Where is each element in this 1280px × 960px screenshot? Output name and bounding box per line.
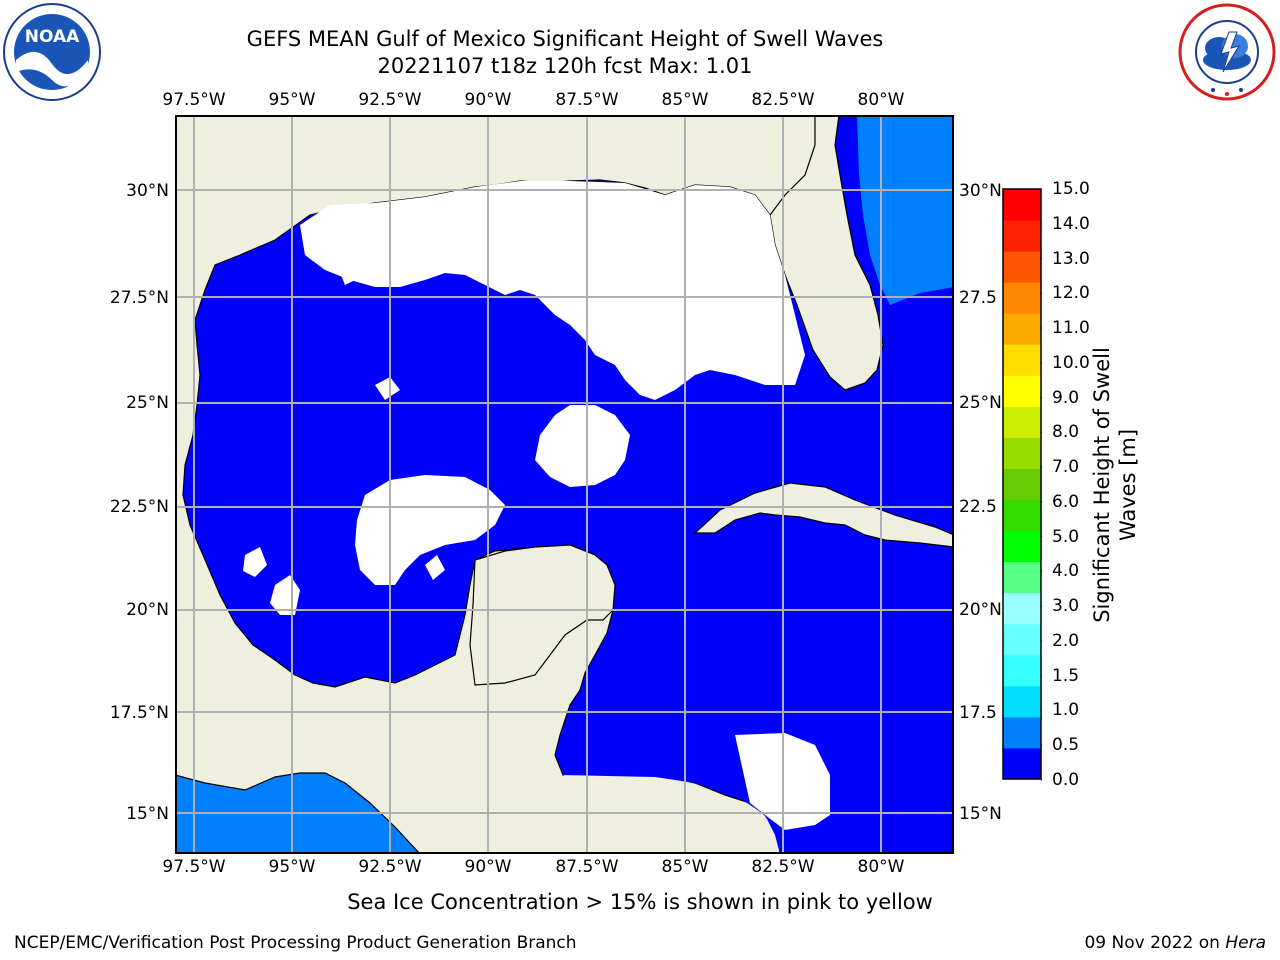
colorbar-label-line2: Waves [m] xyxy=(1116,428,1140,542)
lon-tick-bottom: 87.5°W xyxy=(555,857,619,877)
colorbar-tick-label: 11.0 xyxy=(1052,318,1090,339)
footer-date-text: 09 Nov 2022 on xyxy=(1084,933,1226,953)
map xyxy=(175,115,954,854)
colorbar-tick-label: 1.5 xyxy=(1052,665,1080,686)
lon-tick-bottom: 95°W xyxy=(268,857,316,877)
colorbar-segment xyxy=(1003,437,1041,469)
colorbar-segment xyxy=(1003,592,1041,625)
lat-tick-right: 20°N xyxy=(959,600,1002,620)
lon-tick-top: 80°W xyxy=(857,90,905,110)
colorbar-segment xyxy=(1003,406,1041,438)
yucatan-peninsula xyxy=(469,544,616,686)
colorbar-tick-label: 9.0 xyxy=(1052,387,1080,408)
chart-title: GEFS MEAN Gulf of Mexico Significant Hei… xyxy=(246,27,884,51)
nws-logo xyxy=(1177,2,1277,102)
lat-tick-left: 20°N xyxy=(126,600,169,620)
colorbar-tick-label: 13.0 xyxy=(1052,248,1090,269)
colorbar-segment xyxy=(1003,685,1041,718)
no-data-patches xyxy=(243,181,830,830)
sea-ice-note: Sea Ice Concentration > 15% is shown in … xyxy=(347,890,933,914)
lon-tick-bottom: 90°W xyxy=(464,857,512,877)
noaa-logo-text: NOAA xyxy=(25,27,80,47)
colorbar-segment xyxy=(1003,654,1041,687)
lon-tick-top: 95°W xyxy=(268,90,316,110)
footer-host: Hera xyxy=(1225,933,1266,953)
colorbar-tick-label: 5.0 xyxy=(1052,526,1080,547)
florida-peninsula xyxy=(769,115,884,391)
lon-tick-bottom: 85°W xyxy=(661,857,709,877)
lon-tick-top: 87.5°W xyxy=(555,90,619,110)
colorbar-segment xyxy=(1003,716,1041,749)
colorbar-segment xyxy=(1003,375,1041,407)
colorbar-segment xyxy=(1003,189,1041,221)
colorbar-segment xyxy=(1003,251,1041,283)
colorbar xyxy=(1002,188,1042,781)
colorbar-tick-label: 0.5 xyxy=(1052,735,1080,756)
colorbar-tick-label: 10.0 xyxy=(1052,352,1090,373)
colorbar-segment xyxy=(1003,623,1041,656)
lat-tick-right: 22.5 xyxy=(959,497,997,517)
footer-credit: NCEP/EMC/Verification Post Processing Pr… xyxy=(14,933,577,953)
colorbar-segment xyxy=(1003,561,1041,594)
colorbar-tick-label: 1.0 xyxy=(1052,700,1080,721)
lat-tick-left: 15°N xyxy=(126,804,169,824)
colorbar-segment xyxy=(1003,468,1041,501)
footer-date: 09 Nov 2022 on Hera xyxy=(1084,933,1266,953)
lon-tick-bottom: 97.5°W xyxy=(162,857,226,877)
colorbar-segment xyxy=(1003,499,1041,532)
lon-tick-bottom: 92.5°W xyxy=(358,857,422,877)
lat-tick-right: 30°N xyxy=(959,181,1002,201)
colorbar-tick-label: 8.0 xyxy=(1052,422,1080,443)
colorbar-segment xyxy=(1003,530,1041,563)
national-weather-service-logo-icon xyxy=(1178,3,1276,101)
colorbar-label-line1: Significant Height of Swell xyxy=(1090,347,1114,623)
lon-tick-top: 92.5°W xyxy=(358,90,422,110)
noaa-logo-icon: NOAA xyxy=(3,3,101,101)
lon-tick-top: 82.5°W xyxy=(751,90,815,110)
lon-tick-top: 97.5°W xyxy=(162,90,226,110)
lat-tick-left: 22.5°N xyxy=(109,497,169,517)
map-gridlines xyxy=(175,115,954,854)
noaa-logo: NOAA xyxy=(2,2,102,102)
lon-tick-top: 85°W xyxy=(661,90,709,110)
cuba-island xyxy=(693,482,954,548)
colorbar-tick-label: 2.0 xyxy=(1052,630,1080,651)
colorbar-tick-label: 4.0 xyxy=(1052,561,1080,582)
colorbar-frame xyxy=(1002,188,1042,780)
lon-tick-bottom: 82.5°W xyxy=(751,857,815,877)
colorbar-tick-label: 12.0 xyxy=(1052,283,1090,304)
lon-tick-top: 90°W xyxy=(464,90,512,110)
colorbar-segment xyxy=(1003,344,1041,376)
lat-tick-right: 25°N xyxy=(959,393,1002,413)
map-frame xyxy=(175,115,954,854)
lat-tick-left: 25°N xyxy=(126,393,169,413)
lat-tick-right: 27.5 xyxy=(959,288,997,308)
colorbar-tick-label: 3.0 xyxy=(1052,596,1080,617)
lat-tick-left: 27.5°N xyxy=(109,288,169,308)
colorbar-segment xyxy=(1003,747,1041,780)
lat-tick-right: 15°N xyxy=(959,804,1002,824)
colorbar-tick-label: 7.0 xyxy=(1052,457,1080,478)
lat-tick-right: 17.5 xyxy=(959,703,997,723)
lon-tick-bottom: 80°W xyxy=(857,857,905,877)
lat-tick-left: 17.5°N xyxy=(109,703,169,723)
chart-subtitle: 20221107 t18z 120h fcst Max: 1.01 xyxy=(377,54,753,78)
colorbar-segment xyxy=(1003,220,1041,252)
colorbar-tick-label: 15.0 xyxy=(1052,179,1090,199)
colorbar-segment xyxy=(1003,282,1041,314)
colorbar-tick-label: 0.0 xyxy=(1052,770,1080,790)
colorbar-tick-label: 6.0 xyxy=(1052,491,1080,512)
colorbar-segment xyxy=(1003,313,1041,345)
caribbean-sea xyxy=(563,525,954,854)
colorbar-tick-label: 14.0 xyxy=(1052,213,1090,234)
lat-tick-left: 30°N xyxy=(126,181,169,201)
